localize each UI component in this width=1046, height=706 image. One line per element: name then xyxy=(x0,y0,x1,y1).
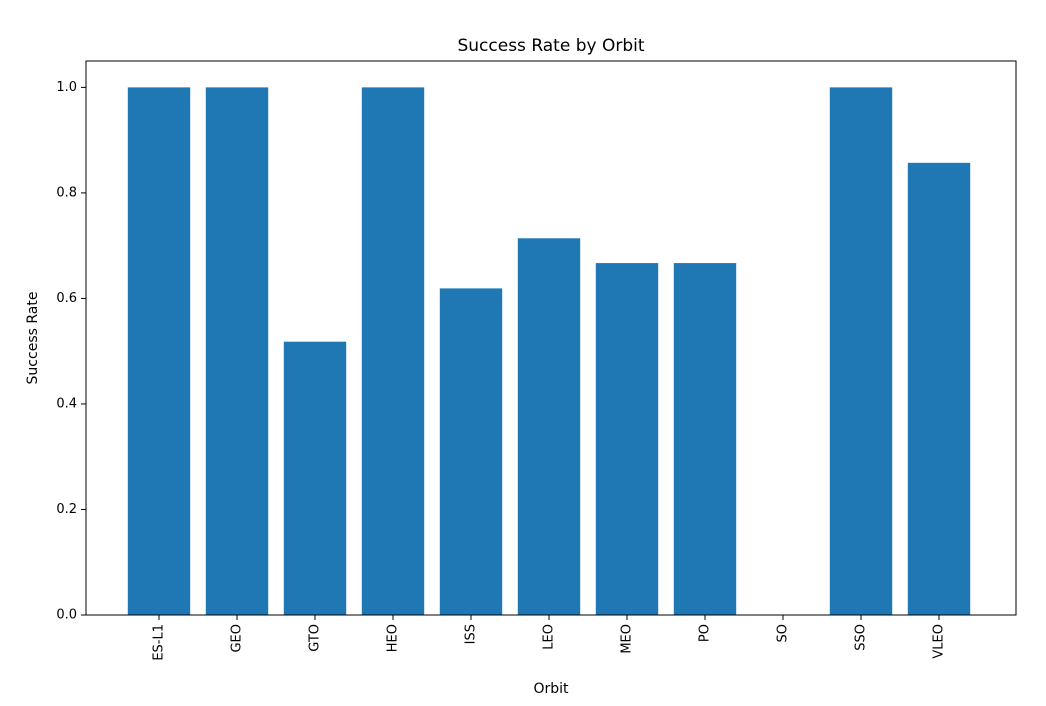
y-tick-label: 0.6 xyxy=(56,291,77,306)
x-tick-label: GTO xyxy=(308,624,323,652)
x-tick-label: SSO xyxy=(854,624,869,651)
x-tick-label: LEO xyxy=(542,624,557,650)
bar-iss xyxy=(439,288,503,615)
y-tick-label: 0.4 xyxy=(56,396,77,411)
x-tick-label: ES-L1 xyxy=(152,624,167,661)
bar-es-l1 xyxy=(127,87,191,615)
y-tick-label: 0.2 xyxy=(56,502,77,517)
x-tick-label: ISS xyxy=(464,624,479,644)
bar-heo xyxy=(361,87,425,615)
x-tick-label: VLEO xyxy=(932,624,947,659)
y-tick-label: 1.0 xyxy=(56,80,77,95)
bars-group xyxy=(127,87,971,615)
y-tick-label: 0.0 xyxy=(56,608,77,623)
bar-geo xyxy=(205,87,269,615)
bar-sso xyxy=(829,87,893,615)
y-tick-label: 0.8 xyxy=(56,185,77,200)
x-axis: ES-L1 GEO GTO HEO ISS LEO MEO PO SO SSO VLEO xyxy=(152,615,947,661)
y-axis-label: Success Rate xyxy=(25,292,41,385)
bar-meo xyxy=(595,263,659,615)
bar-vleo xyxy=(907,162,971,615)
bar-gto xyxy=(283,341,347,615)
x-axis-label: Orbit xyxy=(533,681,569,697)
bar-leo xyxy=(517,238,581,615)
y-axis: 0.0 0.2 0.4 0.6 0.8 1.0 xyxy=(56,80,86,623)
x-tick-label: MEO xyxy=(620,624,635,654)
plot-frame xyxy=(85,60,1017,616)
chart-title: Success Rate by Orbit xyxy=(457,36,644,56)
bar-po xyxy=(673,263,737,615)
x-tick-label: HEO xyxy=(386,624,401,652)
x-tick-label: GEO xyxy=(230,624,245,653)
x-tick-label: PO xyxy=(698,624,713,642)
x-tick-label: SO xyxy=(776,624,791,642)
